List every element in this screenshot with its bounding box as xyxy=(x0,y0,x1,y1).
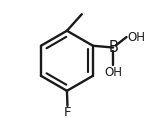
Text: OH: OH xyxy=(104,66,122,79)
Text: F: F xyxy=(64,107,71,119)
Text: OH: OH xyxy=(127,31,145,44)
Text: B: B xyxy=(108,40,118,55)
